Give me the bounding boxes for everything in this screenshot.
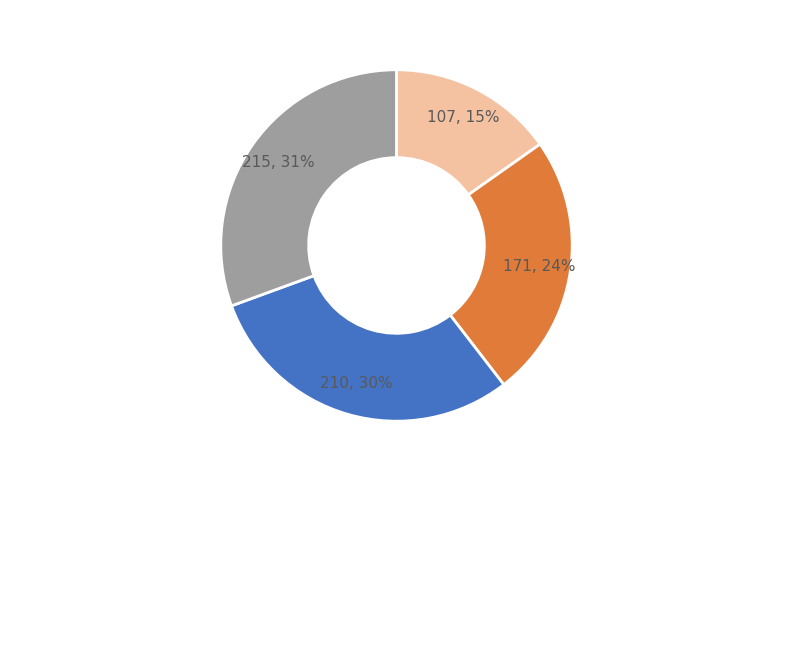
Text: 171, 24%: 171, 24% [503,260,575,275]
Text: 107, 15%: 107, 15% [427,110,499,125]
Wedge shape [450,144,573,384]
Wedge shape [220,70,396,306]
Wedge shape [232,276,504,421]
Text: 210, 30%: 210, 30% [320,377,393,391]
Wedge shape [396,70,540,195]
Text: 215, 31%: 215, 31% [242,156,315,171]
